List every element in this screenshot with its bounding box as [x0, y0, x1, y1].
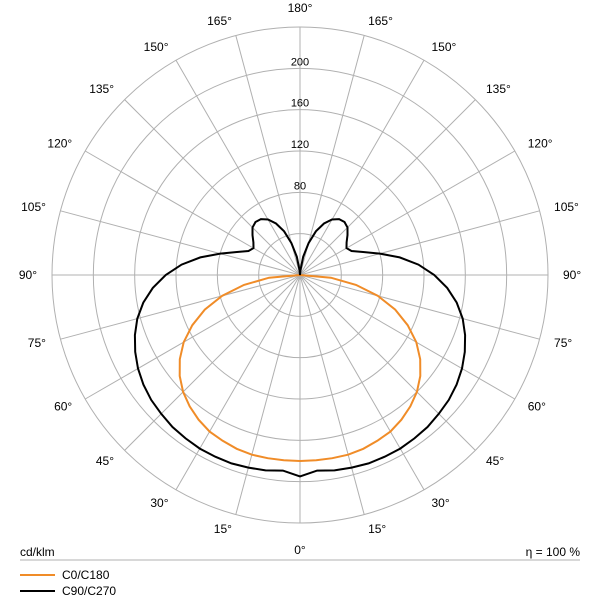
angle-label: 30° [150, 496, 168, 510]
angle-label: 15° [368, 522, 386, 536]
grid-spoke [300, 60, 424, 275]
legend-label: C0/C180 [62, 568, 110, 582]
grid-spoke [60, 275, 300, 339]
angle-label: 180° [288, 1, 313, 15]
unit-label: cd/klm [20, 545, 55, 559]
efficiency-label: η = 100 % [526, 545, 581, 559]
polar-chart: 80 120 160 200 135° 150° 165° 180° 165° 150° 135° 1… [0, 0, 600, 600]
grid-spoke [300, 151, 515, 275]
angle-label: 105° [21, 200, 46, 214]
ring-label: 200 [291, 56, 309, 68]
grid-spoke [176, 275, 300, 490]
grid-spoke [300, 275, 540, 339]
angle-label: 150° [432, 40, 457, 54]
angle-label: 75° [28, 336, 46, 350]
grid-spoke [236, 35, 300, 275]
angle-label: 135° [486, 82, 511, 96]
legend-label: C90/C270 [62, 584, 116, 598]
grid-spoke [300, 275, 424, 490]
grid-spoke [176, 60, 300, 275]
angle-label: 0° [294, 543, 306, 557]
grid-spoke [125, 100, 300, 275]
angle-label: 75° [554, 336, 572, 350]
grid-spoke [85, 275, 300, 399]
grid-spoke [125, 275, 300, 450]
angle-label: 90° [563, 268, 581, 282]
ring-label: 80 [294, 180, 306, 192]
grid-spoke [236, 275, 300, 515]
angle-label: 120° [47, 137, 72, 151]
ring-label: 120 [291, 139, 309, 151]
angle-label: 30° [432, 496, 450, 510]
grid-spoke [300, 275, 475, 450]
angle-label: 60° [528, 400, 546, 414]
angle-label: 165° [207, 14, 232, 28]
polar-svg: 80 120 160 200 135° 150° 165° 180° 165° 150° 135° 1… [0, 0, 600, 600]
angle-label: 105° [554, 200, 579, 214]
angle-label: 150° [144, 40, 169, 54]
grid-spoke [300, 35, 364, 275]
angle-label: 90° [19, 268, 37, 282]
grid-spoke [85, 151, 300, 275]
angle-label: 120° [528, 137, 553, 151]
angle-label: 60° [54, 400, 72, 414]
ring-label: 160 [291, 98, 309, 110]
grid-spoke [300, 275, 515, 399]
grid-spoke [300, 275, 364, 515]
angle-label: 45° [486, 454, 504, 468]
grid-spoke [300, 100, 475, 275]
angle-label: 15° [214, 522, 232, 536]
angle-label: 135° [89, 82, 114, 96]
angle-label: 45° [96, 454, 114, 468]
angle-label: 165° [368, 14, 393, 28]
